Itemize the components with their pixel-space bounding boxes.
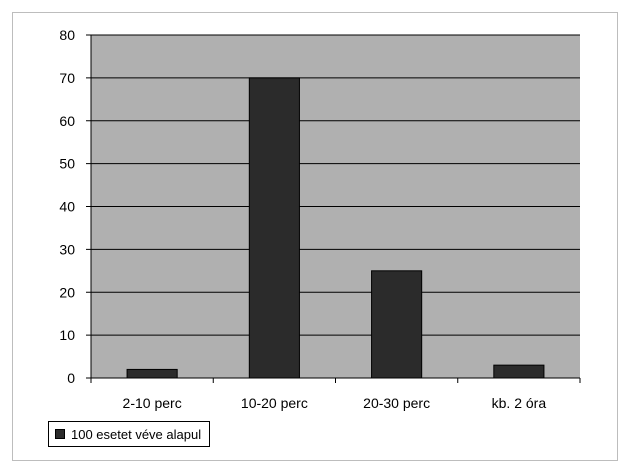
y-tick-label: 80 xyxy=(59,27,75,43)
x-tick-label-0: 2-10 perc xyxy=(123,395,182,411)
y-tick-label: 60 xyxy=(59,113,75,129)
y-tick-label: 40 xyxy=(59,199,75,215)
bar-2 xyxy=(371,270,423,379)
bar-3 xyxy=(493,364,545,379)
y-tick-label: 70 xyxy=(59,70,75,86)
y-tick-label: 50 xyxy=(59,156,75,172)
y-tick-label: 0 xyxy=(67,370,75,386)
y-tick-label: 30 xyxy=(59,241,75,257)
bar-1 xyxy=(248,77,300,379)
x-tick-label-1: 10-20 perc xyxy=(241,395,308,411)
legend-swatch xyxy=(55,429,65,439)
legend-label: 100 esetet véve alapul xyxy=(71,426,202,442)
x-tick-label-2: 20-30 perc xyxy=(363,395,430,411)
legend: 100 esetet véve alapul xyxy=(48,421,211,447)
x-tick-label-3: kb. 2 óra xyxy=(492,395,547,411)
bar-0 xyxy=(126,368,178,379)
y-tick-label: 10 xyxy=(59,327,75,343)
y-tick-label: 20 xyxy=(59,284,75,300)
